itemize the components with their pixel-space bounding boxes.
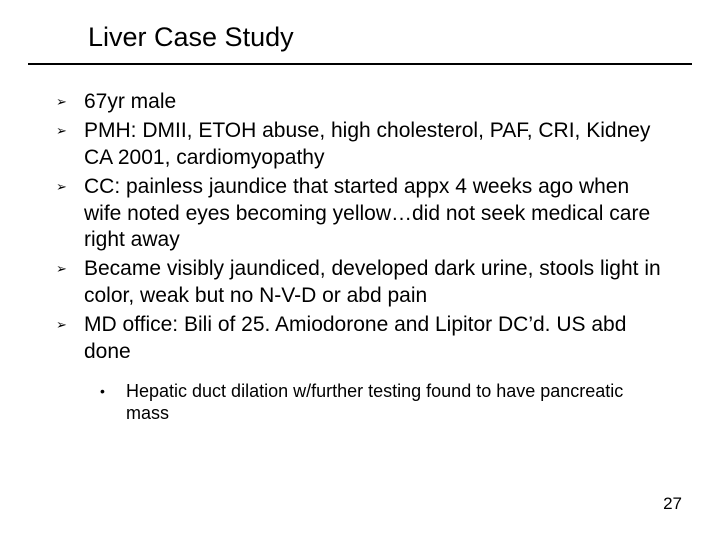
list-item: ➢ 67yr male xyxy=(56,89,670,116)
chevron-right-icon: ➢ xyxy=(56,256,84,278)
bullet-dot-icon: • xyxy=(100,380,126,401)
list-item: ➢ MD office: Bili of 25. Amiodorone and … xyxy=(56,312,670,366)
sub-list-item: • Hepatic duct dilation w/further testin… xyxy=(56,380,670,425)
bullet-text: MD office: Bili of 25. Amiodorone and Li… xyxy=(84,312,670,366)
chevron-right-icon: ➢ xyxy=(56,89,84,111)
chevron-right-icon: ➢ xyxy=(56,174,84,196)
slide: Liver Case Study ➢ 67yr male ➢ PMH: DMII… xyxy=(0,0,720,540)
list-item: ➢ PMH: DMII, ETOH abuse, high cholestero… xyxy=(56,118,670,172)
chevron-right-icon: ➢ xyxy=(56,118,84,140)
bullet-list: ➢ 67yr male ➢ PMH: DMII, ETOH abuse, hig… xyxy=(0,89,720,425)
bullet-text: 67yr male xyxy=(84,89,670,116)
sub-bullet-text: Hepatic duct dilation w/further testing … xyxy=(126,380,670,425)
list-item: ➢ CC: painless jaundice that started app… xyxy=(56,174,670,255)
bullet-text: PMH: DMII, ETOH abuse, high cholesterol,… xyxy=(84,118,670,172)
title-rule xyxy=(28,63,692,65)
slide-title: Liver Case Study xyxy=(0,22,720,63)
list-item: ➢ Became visibly jaundiced, developed da… xyxy=(56,256,670,310)
page-number: 27 xyxy=(663,494,682,514)
chevron-right-icon: ➢ xyxy=(56,312,84,334)
bullet-text: Became visibly jaundiced, developed dark… xyxy=(84,256,670,310)
bullet-text: CC: painless jaundice that started appx … xyxy=(84,174,670,255)
